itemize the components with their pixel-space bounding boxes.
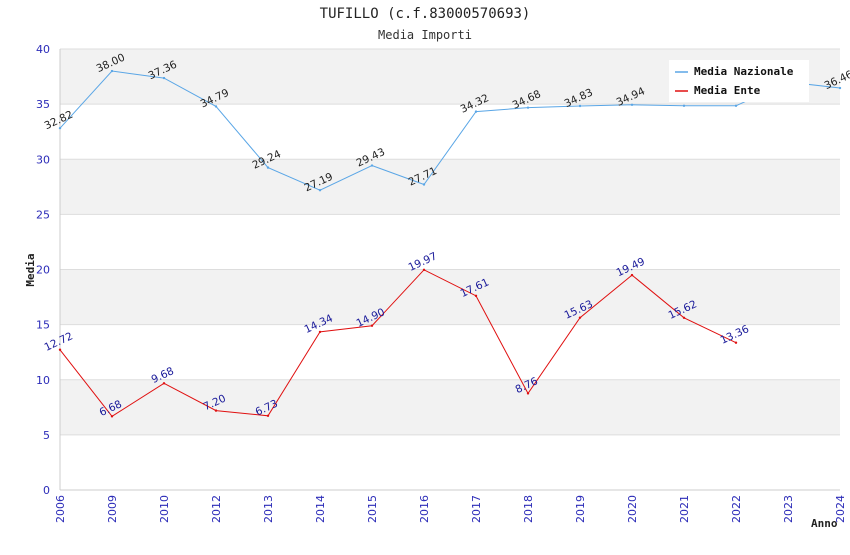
data-point-media-nazionale xyxy=(578,104,582,108)
y-axis-label: Media xyxy=(24,253,37,286)
x-tick-label: 2015 xyxy=(366,495,379,523)
series-line-media-nazionale xyxy=(59,70,841,191)
x-tick-label: 2009 xyxy=(106,495,119,523)
data-point-media-ente xyxy=(318,330,322,334)
data-point-media-ente xyxy=(734,341,738,344)
x-tick-label: 2014 xyxy=(314,495,327,523)
x-tick-label: 2023 xyxy=(782,495,795,523)
data-point-media-nazionale xyxy=(370,164,374,167)
x-tick-label: 2018 xyxy=(522,495,535,523)
x-tick-label: 2019 xyxy=(574,495,587,523)
legend: Media Nazionale Media Ente xyxy=(669,60,809,102)
data-point-media-ente xyxy=(422,268,426,272)
y-tick-label: 40 xyxy=(36,43,50,56)
y-tick-label: 15 xyxy=(36,319,50,332)
data-point-media-ente xyxy=(110,415,114,418)
legend-box xyxy=(669,60,809,102)
series-line-media-ente xyxy=(59,269,737,418)
data-point-media-nazionale xyxy=(630,103,634,106)
x-tick-label: 2006 xyxy=(54,495,67,523)
data-point-media-nazionale xyxy=(162,76,166,80)
y-ticks: 0 5 10 15 20 25 30 35 40 xyxy=(36,43,50,497)
x-axis-label: Anno xyxy=(811,517,838,530)
data-point-media-nazionale xyxy=(58,126,62,130)
data-point-media-ente xyxy=(578,316,582,319)
data-point-media-ente xyxy=(630,273,634,277)
data-point-media-nazionale xyxy=(734,104,738,107)
data-point-media-nazionale xyxy=(214,105,218,108)
x-tick-label: 2016 xyxy=(418,495,431,523)
data-point-media-nazionale xyxy=(318,189,322,192)
data-point-media-ente xyxy=(682,316,686,319)
x-tick-label: 2017 xyxy=(470,495,483,523)
y-tick-label: 5 xyxy=(43,429,50,442)
data-label-media-ente: 12.72 xyxy=(43,330,75,354)
x-tick-label: 2020 xyxy=(626,495,639,523)
y-tick-label: 10 xyxy=(36,374,50,387)
x-tick-label: 2024 xyxy=(834,495,847,523)
grid-band xyxy=(60,269,840,325)
series-group xyxy=(58,69,842,418)
y-tick-label: 25 xyxy=(36,208,50,221)
x-tick-label: 2013 xyxy=(262,495,275,523)
data-point-media-ente xyxy=(58,348,62,351)
data-label-media-nazionale: 32.82 xyxy=(43,109,75,133)
x-tick-label: 2012 xyxy=(210,495,223,523)
data-point-media-ente xyxy=(526,392,530,395)
data-point-media-nazionale xyxy=(266,166,270,169)
y-tick-label: 30 xyxy=(36,153,50,166)
grid-band xyxy=(60,159,840,215)
x-tick-label: 2010 xyxy=(158,495,171,523)
x-ticks: 2006 2009 2010 2012 2013 2014 2015 2016 2017 2018… xyxy=(54,495,847,523)
data-point-media-ente xyxy=(474,294,478,298)
data-point-media-ente xyxy=(266,414,270,418)
grid-bands xyxy=(60,49,840,435)
grid-band xyxy=(60,379,840,435)
y-tick-label: 35 xyxy=(36,98,50,111)
x-tick-label: 2022 xyxy=(730,495,743,523)
x-tick-label: 2021 xyxy=(678,495,691,523)
data-point-media-nazionale xyxy=(422,183,426,186)
data-point-media-ente xyxy=(370,324,374,327)
data-point-media-nazionale xyxy=(474,110,478,113)
data-point-media-nazionale xyxy=(682,104,686,107)
data-point-media-ente xyxy=(214,409,218,412)
data-label-media-ente: 13.36 xyxy=(719,323,752,347)
legend-label-media-nazionale: Media Nazionale xyxy=(694,65,794,78)
axes xyxy=(59,49,840,491)
y-tick-label: 0 xyxy=(43,484,50,497)
chart-title: TUFILLO (c.f.83000570693) xyxy=(320,6,531,22)
data-point-media-nazionale xyxy=(526,106,530,109)
data-point-media-nazionale xyxy=(110,69,114,73)
data-point-media-nazionale xyxy=(838,86,842,90)
chart-subtitle: Media Importi xyxy=(378,28,472,42)
y-tick-label: 20 xyxy=(36,264,50,277)
legend-label-media-ente: Media Ente xyxy=(694,84,761,97)
data-point-media-ente xyxy=(162,382,166,385)
